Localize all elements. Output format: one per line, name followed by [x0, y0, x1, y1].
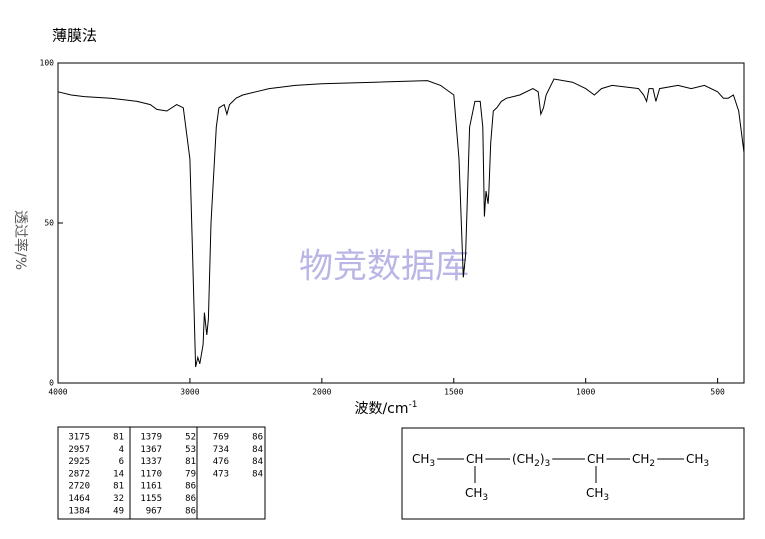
chem-sub: 3 — [703, 459, 709, 469]
peak-transmittance: 53 — [185, 445, 196, 455]
chem-group: CH3 — [412, 452, 435, 469]
chem-group: CH3 — [465, 486, 488, 503]
peak-table — [57, 426, 266, 520]
peak-wavenumber: 1379 — [140, 433, 162, 443]
peak-transmittance: 32 — [113, 494, 124, 504]
peak-wavenumber: 476 — [213, 457, 229, 467]
peak-transmittance: 81 — [113, 433, 124, 443]
chem-text: CH — [587, 452, 604, 466]
peak-transmittance: 86 — [252, 433, 263, 443]
x-axis-label-main: 波数/cm — [354, 401, 408, 417]
peak-transmittance: 52 — [185, 433, 196, 443]
chem-text: ) — [540, 452, 545, 466]
x-tick-label: 1500 — [444, 388, 463, 397]
peak-wavenumber: 1464 — [68, 494, 90, 504]
peak-transmittance: 4 — [119, 445, 124, 455]
chem-sub: 2 — [649, 459, 655, 469]
peak-wavenumber: 1170 — [140, 469, 162, 479]
chem-group: (CH2)3 — [512, 452, 550, 469]
x-tick-label: 3000 — [180, 388, 199, 397]
peak-transmittance: 86 — [185, 494, 196, 504]
peak-wavenumber: 2720 — [68, 482, 90, 492]
y-tick-label: 50 — [44, 219, 54, 228]
peak-wavenumber: 1367 — [140, 445, 162, 455]
x-axis-label: 波数/cm-1 — [354, 400, 417, 418]
peak-transmittance: 84 — [252, 469, 263, 479]
chem-text: CH — [466, 452, 483, 466]
chem-text: CH — [686, 452, 703, 466]
spectrum-line — [57, 78, 745, 368]
peak-wavenumber: 734 — [213, 445, 229, 455]
peak-wavenumber: 3175 — [68, 433, 90, 443]
x-axis-label-sup: -1 — [409, 400, 418, 410]
peak-transmittance: 84 — [252, 445, 263, 455]
y-tick-label: 100 — [40, 59, 55, 68]
peak-transmittance: 6 — [119, 457, 124, 467]
chem-text: CH — [586, 486, 603, 500]
peak-wavenumber: 2872 — [68, 469, 90, 479]
peak-wavenumber: 2925 — [68, 457, 90, 467]
peak-transmittance: 84 — [252, 457, 263, 467]
peak-transmittance: 81 — [113, 482, 124, 492]
peak-transmittance: 14 — [113, 469, 124, 479]
chem-group: CH3 — [586, 486, 609, 503]
chem-group: CH — [587, 452, 604, 466]
plot-frame — [57, 62, 745, 384]
chem-sub: 3 — [603, 493, 609, 503]
x-tick-label: 500 — [710, 388, 725, 397]
x-tick-label: 2000 — [312, 388, 331, 397]
peak-wavenumber: 1161 — [140, 482, 162, 492]
watermark: 物竞数据库 — [299, 247, 469, 287]
x-tick-label: 1000 — [576, 388, 595, 397]
chem-group: CH2 — [632, 452, 655, 469]
peak-wavenumber: 769 — [213, 433, 229, 443]
peak-wavenumber: 967 — [146, 506, 162, 516]
chem-sub: 2 — [534, 459, 540, 469]
chart-title: 薄膜法 — [52, 27, 97, 45]
structure-box — [401, 427, 745, 520]
peak-transmittance: 86 — [185, 482, 196, 492]
chem-sub: 3 — [429, 459, 435, 469]
chem-group: CH — [466, 452, 483, 466]
y-axis-label: 透过率/% — [12, 210, 29, 270]
chem-text: CH — [632, 452, 649, 466]
chem-text: CH — [412, 452, 429, 466]
y-tick-label: 0 — [49, 379, 54, 388]
peak-wavenumber: 473 — [213, 469, 229, 479]
chem-sub: 3 — [482, 493, 488, 503]
chem-group: CH3 — [686, 452, 709, 469]
peak-transmittance: 49 — [113, 506, 124, 516]
chem-sub: 3 — [545, 459, 551, 469]
peak-transmittance: 81 — [185, 457, 196, 467]
chem-text: CH — [465, 486, 482, 500]
peak-transmittance: 86 — [185, 506, 196, 516]
peak-wavenumber: 1384 — [68, 506, 90, 516]
peak-transmittance: 79 — [185, 469, 196, 479]
peak-wavenumber: 2957 — [68, 445, 90, 455]
peak-wavenumber: 1155 — [140, 494, 162, 504]
peak-wavenumber: 1337 — [140, 457, 162, 467]
chem-text: (CH — [512, 452, 534, 466]
x-tick-label: 4000 — [48, 388, 67, 397]
